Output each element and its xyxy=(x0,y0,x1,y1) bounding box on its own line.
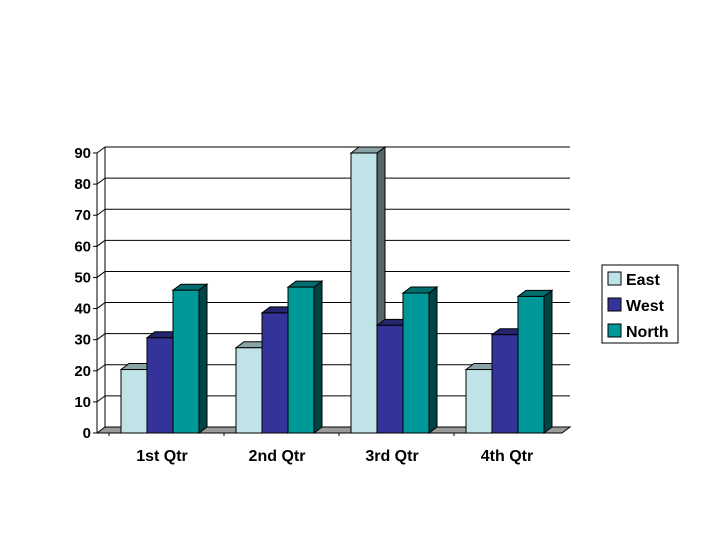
y-tick-label: 60 xyxy=(74,238,91,255)
gridline-side xyxy=(96,302,106,309)
gridline-side xyxy=(96,364,106,372)
bar-side xyxy=(313,280,323,434)
bar-front xyxy=(465,369,493,434)
bar-front xyxy=(261,312,289,434)
bar-front xyxy=(235,347,263,434)
bar-front xyxy=(491,334,519,434)
legend-swatch xyxy=(607,323,622,338)
y-tick-label: 0 xyxy=(83,425,91,442)
y-tick-label: 80 xyxy=(74,176,91,193)
gridline-side xyxy=(96,333,106,341)
y-tick-label: 50 xyxy=(74,269,91,286)
legend-label: East xyxy=(626,272,660,289)
bar-front xyxy=(517,295,545,434)
gridline-side xyxy=(96,395,106,403)
y-tick-label: 70 xyxy=(74,207,91,224)
x-tick-label: 2nd Qtr xyxy=(249,448,306,465)
x-axis: 1st Qtr 2nd Qtr 3rd Qtr 4th Qtr xyxy=(108,433,533,465)
legend: East West North xyxy=(601,264,679,344)
legend-swatch xyxy=(607,297,622,312)
bar xyxy=(401,286,439,434)
bar xyxy=(516,289,554,434)
gridline-side xyxy=(96,239,106,247)
legend-item: East xyxy=(607,271,660,289)
gridline-side xyxy=(96,271,106,278)
y-tick-label: 30 xyxy=(74,332,91,349)
bar-side xyxy=(198,283,208,434)
gridline-side xyxy=(96,177,106,185)
gridline-side xyxy=(96,146,106,154)
x-tick-label: 3rd Qtr xyxy=(365,448,418,465)
legend-item: West xyxy=(607,297,665,315)
bar-front xyxy=(146,337,174,434)
y-tick-label: 10 xyxy=(74,394,91,411)
gridline-side xyxy=(96,208,106,216)
y-tick-label: 90 xyxy=(74,145,91,162)
legend-label: North xyxy=(626,324,669,341)
bar xyxy=(171,283,209,434)
legend-swatch xyxy=(607,271,622,286)
y-tick-label: 20 xyxy=(74,363,91,380)
legend-label: West xyxy=(626,298,665,315)
bar-side xyxy=(428,286,438,434)
bar-front xyxy=(172,289,200,434)
bar-front xyxy=(402,292,430,434)
x-tick-label: 1st Qtr xyxy=(136,448,188,465)
bars xyxy=(119,146,554,434)
y-axis: 0 10 20 30 40 50 60 70 80 90 xyxy=(74,145,98,442)
bar-front xyxy=(287,286,315,434)
bar-front xyxy=(350,152,378,434)
bar-front xyxy=(120,369,148,434)
x-tick-label: 4th Qtr xyxy=(481,448,533,465)
bar xyxy=(286,280,324,434)
legend-item: North xyxy=(607,323,669,341)
y-tick-label: 40 xyxy=(74,301,91,318)
bar-side xyxy=(543,289,553,434)
bar-front xyxy=(376,324,404,434)
